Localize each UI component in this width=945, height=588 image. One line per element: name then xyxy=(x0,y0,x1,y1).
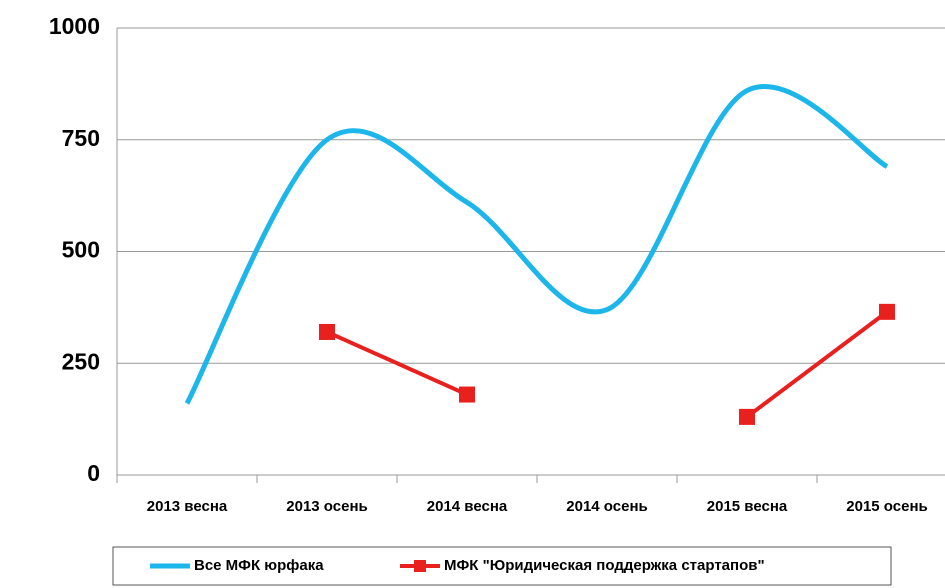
marker xyxy=(459,386,475,403)
legend-marker xyxy=(414,560,426,572)
y-tick-label: 1000 xyxy=(49,13,100,39)
x-tick-label: 2015 весна xyxy=(707,498,788,515)
series-line xyxy=(184,84,889,405)
series-line xyxy=(326,330,468,397)
legend-box xyxy=(112,546,892,586)
x-tick-label: 2015 осень xyxy=(846,498,927,515)
marker xyxy=(319,323,335,340)
marker xyxy=(879,303,895,320)
y-tick-label: 0 xyxy=(87,460,100,486)
x-tick-label: 2014 осень xyxy=(566,498,647,515)
y-tick-label: 250 xyxy=(62,348,100,374)
series-line xyxy=(745,310,889,419)
x-tick-label: 2013 осень xyxy=(286,498,367,515)
y-tick-label: 500 xyxy=(62,237,100,263)
marker xyxy=(739,408,755,425)
legend-label: МФК "Юридическая поддержка стартапов" xyxy=(444,557,765,574)
y-tick-label: 750 xyxy=(62,125,100,151)
x-tick-label: 2013 весна xyxy=(147,498,228,515)
legend-label: Все МФК юрфака xyxy=(194,557,324,574)
x-tick-label: 2014 весна xyxy=(427,498,508,515)
